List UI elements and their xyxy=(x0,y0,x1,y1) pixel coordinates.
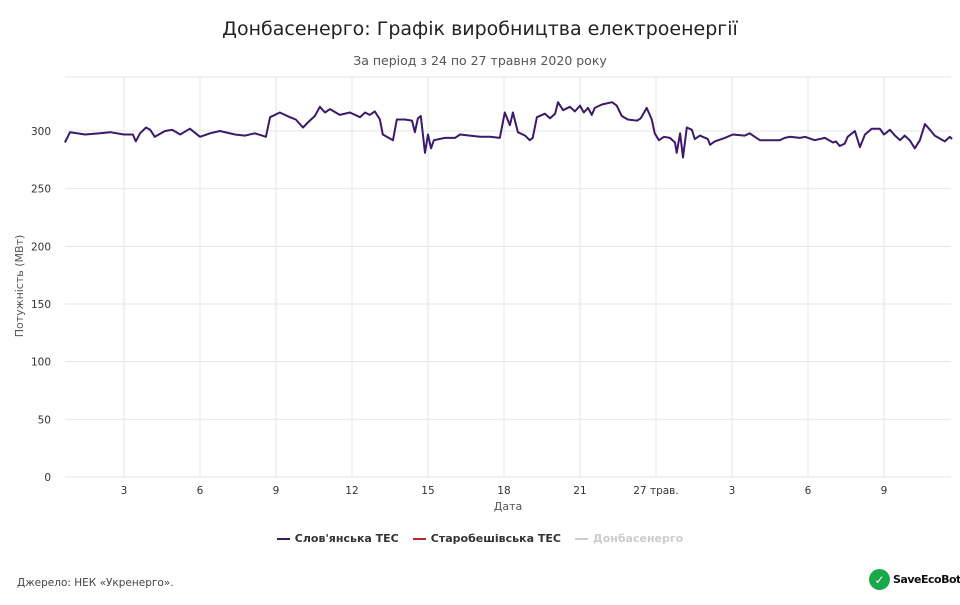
chart-title: Донбасенерго: Графік виробництва електро… xyxy=(222,18,738,40)
x-tick-label: 12 xyxy=(345,485,358,497)
x-tick-label: 3 xyxy=(729,485,736,497)
y-tick-label: 200 xyxy=(31,241,51,253)
logo-icon: ✓ xyxy=(869,569,890,590)
series-lines xyxy=(64,101,953,159)
legend-swatch xyxy=(412,537,426,540)
legend-item-starobeshivska[interactable]: Старобешівська ТЕС xyxy=(412,532,561,545)
logo-text: SaveEcoBot xyxy=(893,573,960,586)
legend-label: Старобешівська ТЕС xyxy=(430,532,561,545)
x-tick-label: 3 xyxy=(121,485,128,497)
y-tick-label: 50 xyxy=(38,414,51,426)
y-tick-label: 150 xyxy=(31,299,51,311)
y-axis-ticks: 0 50 100 150 200 250 300 xyxy=(31,126,51,484)
chart-subtitle: За період з 24 по 27 травня 2020 року xyxy=(353,53,607,68)
x-tick-label: 9 xyxy=(273,485,280,497)
grid-lines xyxy=(65,76,951,478)
x-axis-title: Дата xyxy=(494,500,522,513)
legend-label: Донбасенерго xyxy=(592,532,684,545)
legend-swatch xyxy=(276,537,290,540)
y-tick-label: 250 xyxy=(31,184,51,196)
legend-item-donbasenergo[interactable]: Донбасенерго xyxy=(574,532,684,545)
x-tick-label: 15 xyxy=(421,485,434,497)
x-tick-label: 21 xyxy=(573,485,586,497)
x-tick-label: 6 xyxy=(805,485,812,497)
x-axis-ticks: 3 6 9 12 15 18 21 27 трав. 3 6 9 xyxy=(121,485,888,497)
legend: Слов'янська ТЕС Старобешівська ТЕС Донба… xyxy=(0,532,960,545)
legend-item-slovianska[interactable]: Слов'янська ТЕС xyxy=(276,532,399,545)
x-tick-label: 9 xyxy=(881,485,888,497)
x-tick-label: 6 xyxy=(197,485,204,497)
y-axis-title: Потужність (МВт) xyxy=(13,235,26,338)
legend-swatch xyxy=(574,537,588,540)
y-tick-label: 0 xyxy=(44,472,51,484)
saveecobot-logo[interactable]: ✓ SaveEcoBot xyxy=(869,569,960,590)
series-line-0 xyxy=(64,101,953,159)
legend-label: Слов'янська ТЕС xyxy=(294,532,399,545)
x-tick-label: 18 xyxy=(497,485,510,497)
x-tick-label: 27 трав. xyxy=(633,485,678,497)
source-note: Джерело: НЕК «Укренерго». xyxy=(17,577,174,589)
y-tick-label: 300 xyxy=(31,126,51,138)
line-chart: 0 50 100 150 200 250 300 3 6 9 12 15 18 21 27 трав. 3 6… xyxy=(13,76,953,513)
y-tick-label: 100 xyxy=(31,357,51,369)
